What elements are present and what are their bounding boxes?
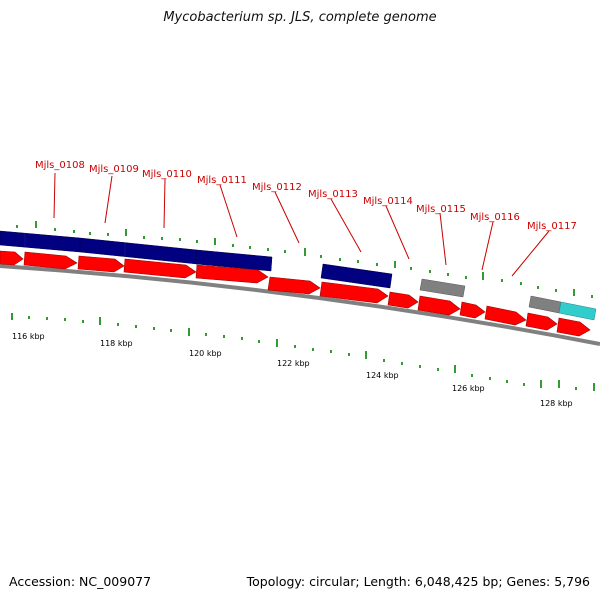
gene-arrow[interactable] — [459, 301, 486, 319]
blue-feature-4[interactable] — [320, 263, 393, 289]
gene-label[interactable]: Mjls_0117 — [527, 221, 577, 232]
scale-label: 118 kbp — [100, 339, 133, 348]
scale-label: 122 kbp — [277, 359, 310, 368]
gene-arrow[interactable] — [195, 264, 269, 284]
gene-arrow[interactable] — [77, 255, 125, 273]
genome-backbone — [0, 264, 600, 346]
genome-summary-text: Topology: circular; Length: 6,048,425 bp… — [246, 574, 590, 589]
gray-feature-1[interactable] — [419, 278, 466, 298]
gene-label[interactable]: Mjls_0116 — [470, 212, 520, 223]
scale-label: 124 kbp — [366, 371, 399, 380]
scale-label: 128 kbp — [540, 399, 573, 408]
gene-label[interactable]: Mjls_0108 — [35, 160, 85, 171]
gene-arrow[interactable] — [267, 276, 321, 295]
gene-arrow[interactable] — [0, 250, 24, 266]
gene-arrow[interactable] — [123, 258, 197, 279]
blue-feature-1[interactable] — [0, 230, 81, 253]
gene-arrow[interactable] — [417, 295, 461, 316]
gene-label[interactable]: Mjls_0114 — [363, 196, 413, 207]
accession-text: Accession: NC_009077 — [9, 574, 152, 589]
gene-arrow[interactable] — [23, 251, 78, 270]
gene-label[interactable]: Mjls_0113 — [308, 189, 358, 200]
gray-feature-2[interactable] — [528, 295, 562, 314]
cyan-feature[interactable] — [558, 301, 597, 321]
map-title: Mycobacterium sp. JLS, complete genome — [163, 10, 437, 25]
gene-arrow[interactable] — [525, 312, 558, 331]
blue-feature-3[interactable] — [195, 249, 273, 272]
gene-arrow[interactable] — [319, 281, 389, 304]
gene-label[interactable]: Mjls_0112 — [252, 182, 302, 193]
scale-label: 120 kbp — [189, 349, 222, 358]
gene-label[interactable]: Mjls_0109 — [89, 164, 139, 175]
gene-arrow[interactable] — [484, 305, 527, 326]
gene-label[interactable]: Mjls_0110 — [142, 169, 192, 180]
gene-label[interactable]: Mjls_0111 — [197, 175, 247, 186]
gene-arrow[interactable] — [387, 291, 419, 309]
scale-label: 126 kbp — [452, 384, 485, 393]
gene-arrow[interactable] — [556, 317, 591, 337]
scale-label: 116 kbp — [12, 332, 45, 341]
gene-label[interactable]: Mjls_0115 — [416, 204, 466, 215]
